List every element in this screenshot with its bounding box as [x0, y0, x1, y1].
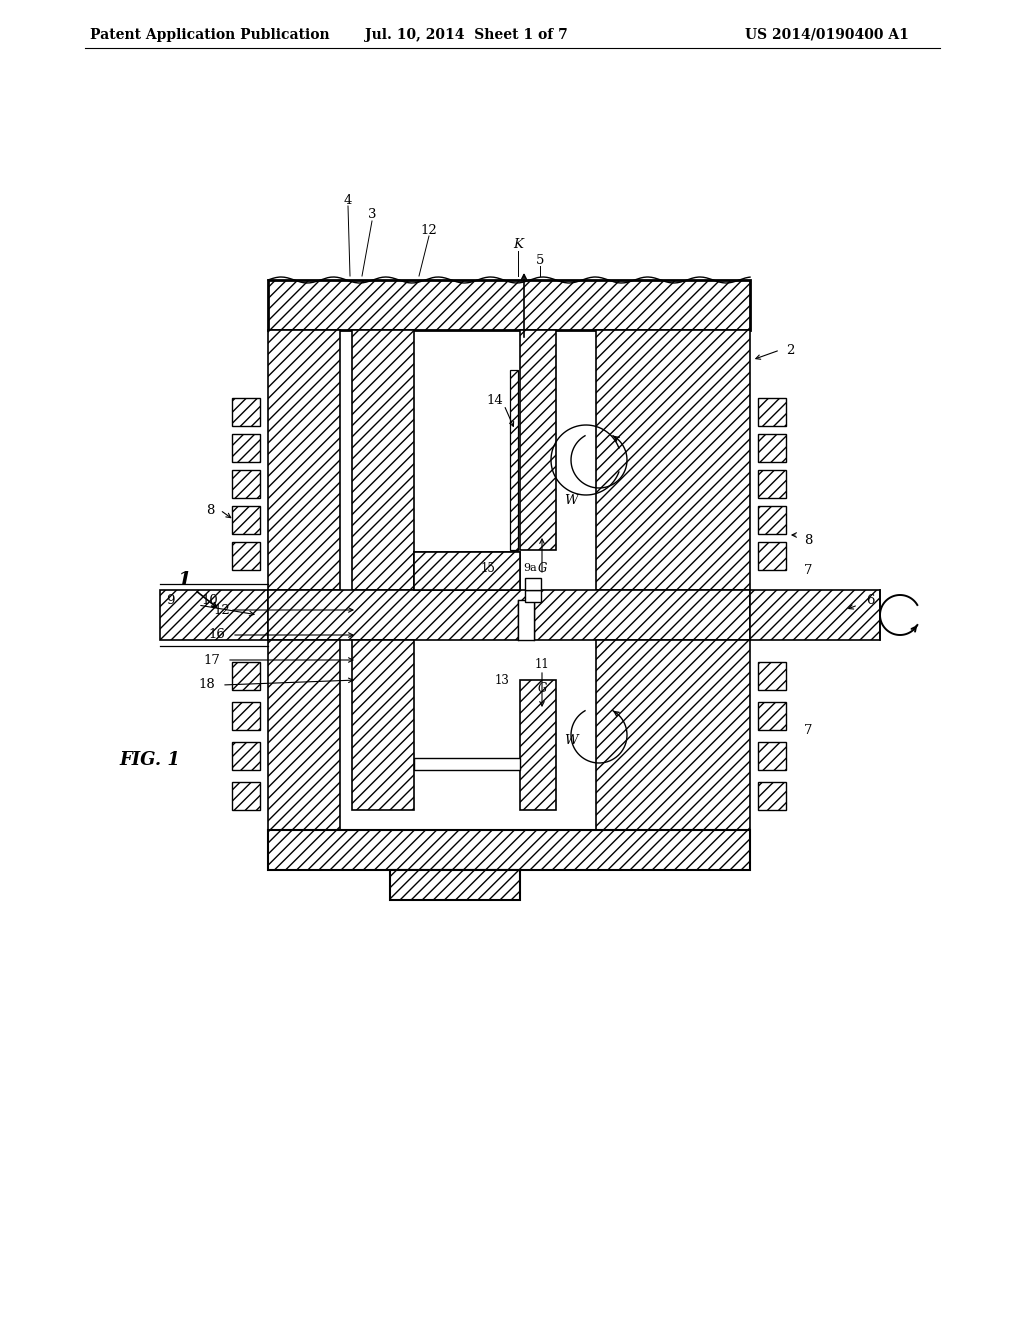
Text: 7: 7 [804, 723, 812, 737]
Bar [520, 330, 556, 550]
Bar [758, 506, 786, 535]
Text: 18: 18 [199, 678, 215, 692]
Text: 9a: 9a [523, 564, 537, 573]
Text: Patent Application Publication: Patent Application Publication [90, 28, 330, 42]
Text: 14: 14 [486, 393, 504, 407]
Bar [268, 640, 340, 830]
Text: W: W [564, 734, 578, 747]
Text: 8: 8 [804, 533, 812, 546]
Bar [232, 663, 260, 690]
Text: 4: 4 [344, 194, 352, 206]
Text: 12: 12 [214, 603, 230, 616]
Text: 9: 9 [166, 594, 174, 606]
Bar [232, 434, 260, 462]
Text: G: G [538, 561, 547, 574]
Bar [758, 434, 786, 462]
Text: 3: 3 [368, 209, 376, 222]
Bar [268, 830, 750, 870]
Bar [596, 640, 750, 830]
Text: W: W [564, 494, 578, 507]
Text: 12: 12 [421, 223, 437, 236]
Bar [758, 742, 786, 770]
Bar [518, 601, 534, 640]
Bar [268, 590, 750, 640]
Bar [232, 781, 260, 810]
Bar [758, 543, 786, 570]
Text: US 2014/0190400 A1: US 2014/0190400 A1 [745, 28, 909, 42]
Bar [758, 781, 786, 810]
Text: 8: 8 [206, 503, 214, 516]
Bar [750, 590, 880, 640]
Bar [232, 506, 260, 535]
Text: 11: 11 [535, 659, 549, 672]
Text: 15: 15 [480, 561, 496, 574]
Bar [758, 702, 786, 730]
Bar [232, 702, 260, 730]
Bar [758, 399, 786, 426]
Bar [510, 370, 518, 550]
Bar [596, 330, 750, 590]
Bar [160, 590, 268, 640]
Bar [268, 280, 750, 330]
Text: 5: 5 [536, 253, 544, 267]
Bar [352, 640, 414, 810]
Text: 2: 2 [785, 343, 795, 356]
Text: FIG. 1: FIG. 1 [120, 751, 180, 770]
Text: 16: 16 [209, 628, 225, 642]
Text: K: K [513, 239, 523, 252]
Bar [414, 758, 520, 770]
Bar [525, 578, 541, 590]
Text: 6: 6 [865, 594, 874, 606]
Bar [268, 330, 340, 590]
Text: G: G [538, 681, 547, 694]
Bar [232, 470, 260, 498]
Text: 7: 7 [804, 564, 812, 577]
Text: 13: 13 [495, 673, 509, 686]
Text: 17: 17 [204, 653, 220, 667]
Text: Jul. 10, 2014  Sheet 1 of 7: Jul. 10, 2014 Sheet 1 of 7 [365, 28, 567, 42]
Bar [414, 552, 520, 590]
Bar [520, 680, 556, 810]
Bar [232, 543, 260, 570]
Text: 1: 1 [178, 572, 191, 589]
Bar [232, 399, 260, 426]
Bar [390, 870, 520, 900]
Bar [758, 663, 786, 690]
Text: 10: 10 [202, 594, 218, 606]
Bar [414, 552, 520, 590]
Bar [352, 330, 414, 590]
Bar [232, 742, 260, 770]
Bar [758, 470, 786, 498]
Bar [525, 590, 541, 602]
